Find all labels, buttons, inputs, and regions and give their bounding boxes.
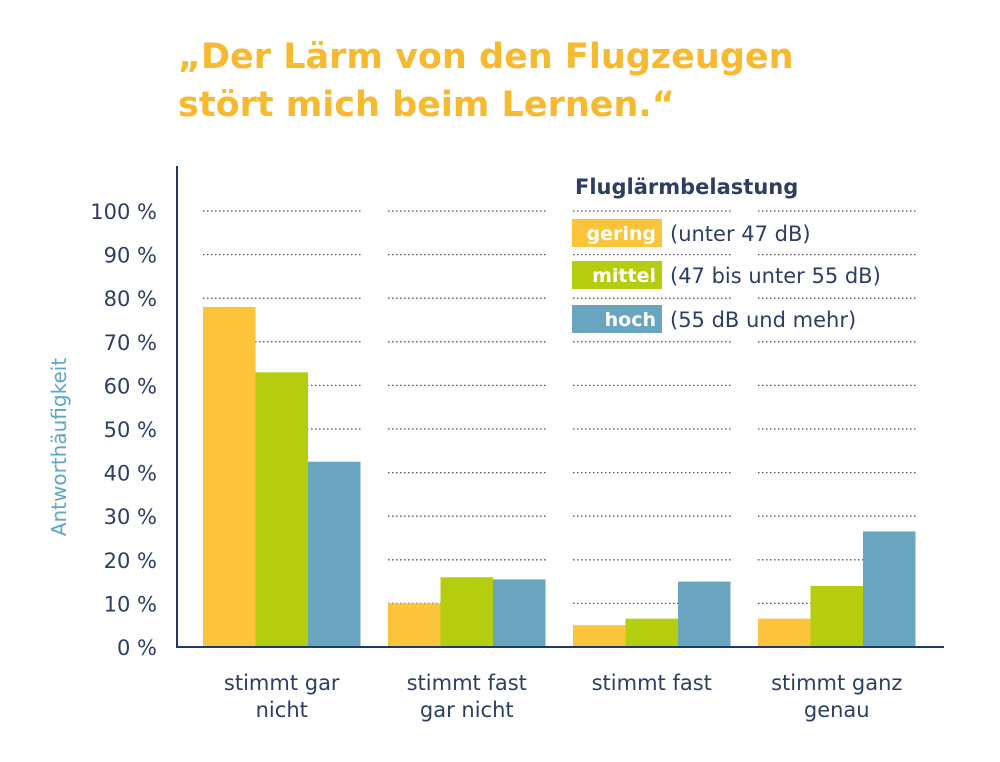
legend-swatch <box>572 261 662 289</box>
y-tick-label: 70 % <box>104 331 157 355</box>
bar-mittel-0 <box>255 372 308 647</box>
y-tick-label: 20 % <box>104 549 157 573</box>
bar-hoch-3 <box>863 531 916 647</box>
legend-item-gering: gering (unter 47 dB) <box>572 219 811 247</box>
legend-series-name: mittel <box>592 265 656 287</box>
y-tick-label: 30 % <box>104 505 157 529</box>
bar-mittel-2 <box>625 618 678 647</box>
bar-gering-1 <box>388 603 441 647</box>
legend-item-mittel: mittel (47 bis unter 55 dB) <box>572 261 881 289</box>
bar-hoch-1 <box>493 579 546 647</box>
y-tick-label: 0 % <box>117 636 157 660</box>
axes <box>176 166 944 648</box>
legend-series-name: hoch <box>605 309 656 331</box>
chart-title-line-2: stört mich beim Lernen.“ <box>178 85 675 125</box>
y-tick-label: 80 % <box>104 287 157 311</box>
bar-gering-3 <box>758 618 811 647</box>
legend-item-hoch: hoch (55 dB und mehr) <box>572 305 856 333</box>
legend-series-description: (47 bis unter 55 dB) <box>670 264 881 288</box>
bar-hoch-0 <box>308 461 361 647</box>
y-tick-label: 40 % <box>104 462 157 486</box>
bars <box>203 306 916 647</box>
bar-hoch-2 <box>678 581 731 647</box>
legend: Fluglärmbelastung gering (unter 47 dB) mit… <box>572 175 881 333</box>
bar-mittel-1 <box>440 577 493 647</box>
y-tick-label: 100 % <box>90 200 157 224</box>
x-tick-label: stimmt ganz genau <box>771 671 902 722</box>
x-tick-label: stimmt fast <box>592 671 712 695</box>
legend-swatch <box>572 219 662 247</box>
x-tick-label: stimmt gar nicht <box>224 671 340 722</box>
y-tick-labels: 0 % 10 % 20 % 30 % 40 % 50 % 60 % 70 % 80 % 90 % 1… <box>90 200 157 660</box>
y-tick-label: 10 % <box>104 592 157 616</box>
legend-series-description: (unter 47 dB) <box>670 222 811 246</box>
y-tick-label: 90 % <box>104 244 157 268</box>
y-tick-label: 60 % <box>104 374 157 398</box>
y-tick-label: 50 % <box>104 418 157 442</box>
bar-gering-2 <box>573 625 626 647</box>
x-tick-label: stimmt fast gar nicht <box>407 671 527 722</box>
legend-swatch <box>572 305 662 333</box>
bar-gering-0 <box>203 306 256 647</box>
legend-series-description: (55 dB und mehr) <box>670 308 856 332</box>
chart-title-line-1: „Der Lärm von den Flugzeugen <box>178 37 794 77</box>
legend-title: Fluglärmbelastung <box>575 175 798 199</box>
legend-series-name: gering <box>587 223 657 245</box>
x-tick-labels: stimmt gar nicht stimmt fast gar nicht stimm… <box>224 671 903 722</box>
chart-title: „Der Lärm von den Flugzeugen stört mich … <box>178 37 794 125</box>
bar-mittel-3 <box>810 585 863 647</box>
y-axis-label: Antworthäufigkeit <box>47 358 71 536</box>
